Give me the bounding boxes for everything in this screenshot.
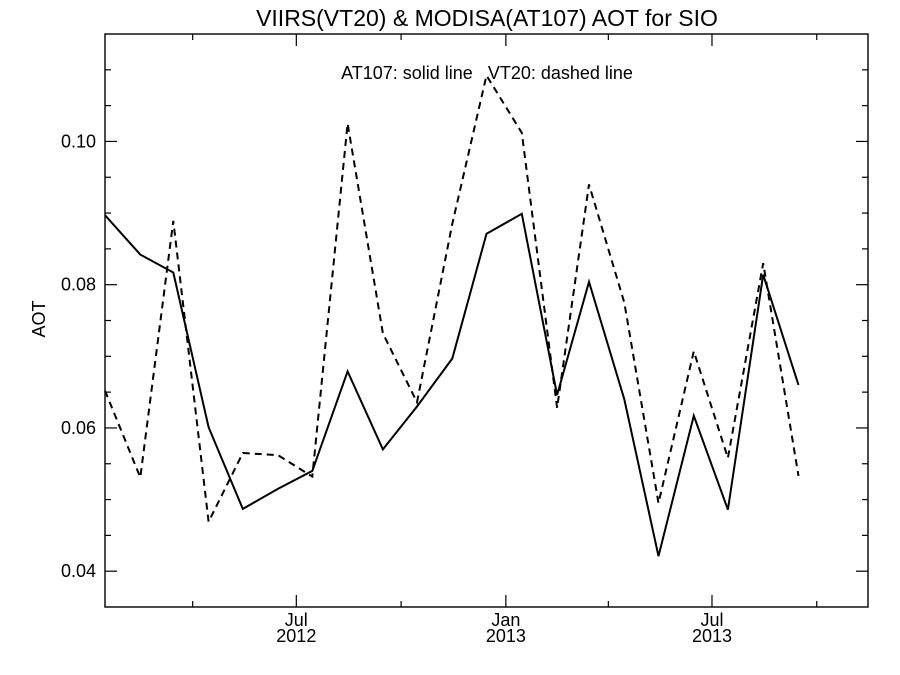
series-at107-line	[104, 212, 800, 557]
legend-annotation: AT107: solid line VT20: dashed line	[341, 63, 633, 83]
x-tick-month-label: Jan	[491, 610, 520, 630]
chart-title: VIIRS(VT20) & MODISA(AT107) AOT for SIO	[256, 5, 718, 31]
y-axis-label: AOT	[29, 300, 49, 337]
x-tick-month-label: Jul	[285, 610, 308, 630]
x-tick-year-label: 2013	[692, 626, 732, 646]
x-tick-month-label: Jul	[700, 610, 723, 630]
series-lines	[104, 72, 800, 557]
y-tick-label: 0.10	[61, 131, 96, 151]
y-tick-label: 0.08	[61, 275, 96, 295]
series-vt20-line	[104, 72, 800, 526]
x-tick-year-label: 2013	[486, 626, 526, 646]
plot-frame	[104, 33, 869, 608]
y-tick-label: 0.06	[61, 418, 96, 438]
y-tick-label: 0.04	[61, 561, 96, 581]
x-tick-year-label: 2012	[276, 626, 316, 646]
